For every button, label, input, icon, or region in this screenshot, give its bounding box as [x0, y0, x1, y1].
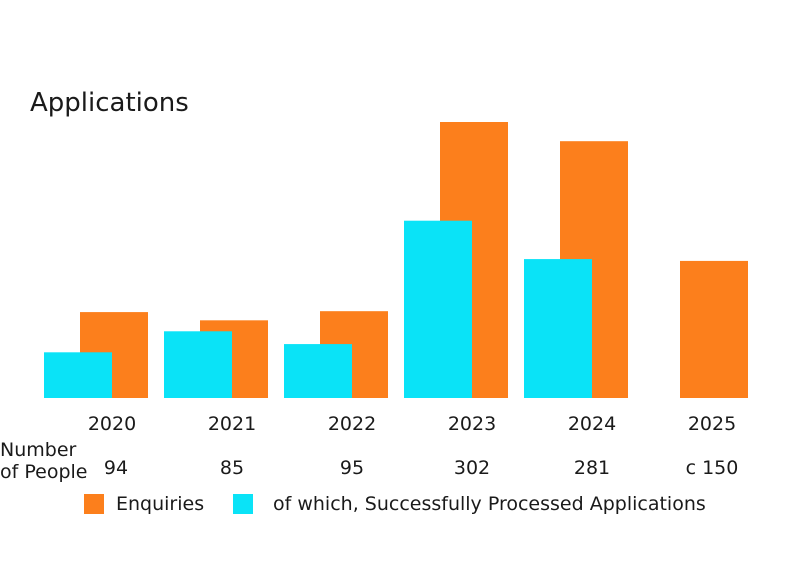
row-label-line2: of People	[0, 461, 88, 483]
x-tick-label-2024: 2024	[568, 413, 616, 435]
bar-processed-2020	[44, 352, 112, 398]
legend-item-processed: of which, Successfully Processed Applica…	[233, 493, 706, 515]
value-label-2023: 302	[454, 457, 490, 479]
row-label-line1: Number	[0, 439, 77, 461]
legend-swatch-processed	[233, 494, 253, 514]
bar-processed-2021	[164, 331, 232, 398]
legend-label-enquiries: Enquiries	[116, 493, 205, 515]
x-tick-label-2020: 2020	[88, 413, 136, 435]
x-tick-label-2025: 2025	[688, 413, 736, 435]
x-tick-label-2021: 2021	[208, 413, 256, 435]
legend-label-processed: of which, Successfully Processed Applica…	[273, 493, 706, 515]
value-label-2021: 85	[220, 457, 244, 479]
bar-enquiries-2025	[680, 260, 748, 398]
bar-processed-2024	[524, 259, 592, 398]
value-label-2020: 94	[104, 457, 128, 479]
value-label-2024: 281	[574, 457, 610, 479]
x-tick-label-2023: 2023	[448, 413, 496, 435]
value-label-2025: c 150	[686, 457, 739, 479]
value-label-2022: 95	[340, 457, 364, 479]
legend-item-enquiries: Enquiries	[84, 493, 204, 515]
bar-processed-2023	[404, 220, 472, 398]
legend-swatch-enquiries	[84, 494, 104, 514]
x-tick-label-2022: 2022	[328, 413, 376, 435]
bar-processed-2022	[284, 344, 352, 398]
chart-title: Applications	[30, 88, 189, 118]
